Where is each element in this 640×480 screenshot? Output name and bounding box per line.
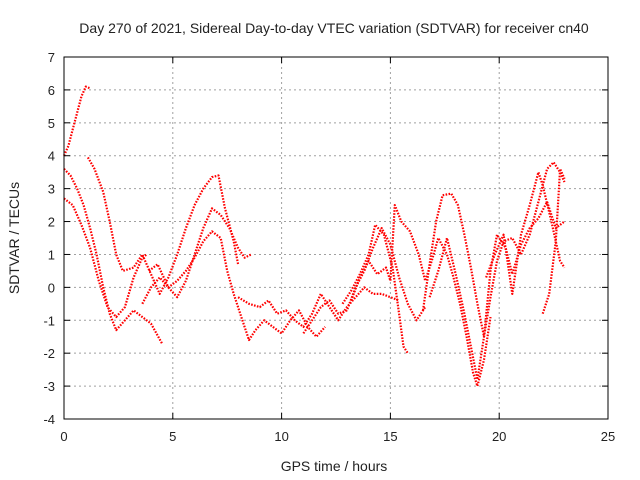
series-track-10: [350, 204, 492, 388]
series-track-4: [86, 156, 240, 295]
y-tick-label: 7: [48, 50, 55, 65]
series-track-11: [421, 161, 566, 338]
y-tick-label: -4: [43, 412, 55, 427]
y-tick-label: -3: [43, 379, 55, 394]
y-tick-label: 0: [48, 280, 55, 295]
y-tick-label: 3: [48, 182, 55, 197]
y-tick-label: 6: [48, 83, 55, 98]
grid: [64, 57, 608, 419]
series-track-5: [141, 207, 252, 305]
ticks: 0 5 10 15 20 25 -4 -3 -2 -1 0 1 2 3 4 5 6 7: [43, 50, 615, 444]
series-track-6: [148, 230, 326, 342]
x-tick-label: 20: [492, 429, 506, 444]
x-tick-label: 5: [169, 429, 176, 444]
series-track-8: [302, 227, 427, 335]
series-group: [62, 85, 566, 388]
series-track-12: [428, 200, 566, 381]
x-tick-label: 25: [601, 429, 615, 444]
y-tick-label: 1: [48, 247, 55, 262]
x-tick-label: 10: [274, 429, 288, 444]
y-axis-label: SDTVAR / TECUs: [6, 182, 22, 294]
x-tick-label: 15: [383, 429, 397, 444]
series-track-9: [341, 223, 409, 354]
y-tick-label: 5: [48, 116, 55, 131]
series-track-3: [63, 197, 148, 319]
series-track-13: [485, 171, 566, 295]
y-tick-label: 4: [48, 149, 55, 164]
plot-frame: [63, 56, 609, 420]
x-tick-label: 0: [60, 429, 67, 444]
series-track-1: [62, 85, 91, 157]
y-tick-label: -1: [43, 313, 55, 328]
chart-title: Day 270 of 2021, Sidereal Day-to-day VTE…: [79, 20, 589, 36]
y-tick-label: 2: [48, 215, 55, 230]
x-axis-label: GPS time / hours: [281, 458, 388, 474]
y-tick-label: -2: [43, 346, 55, 361]
